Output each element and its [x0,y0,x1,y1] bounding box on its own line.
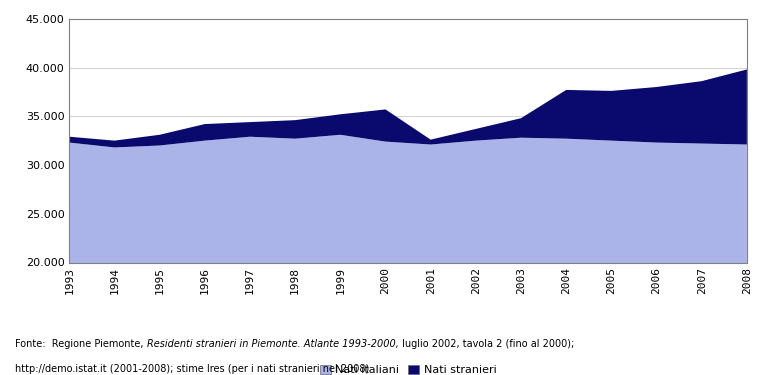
Text: http://demo.istat.it (2001-2008); stime Ires (per i nati stranieri nel 2008): http://demo.istat.it (2001-2008); stime … [15,364,370,374]
Text: Fonte:  Regione Piemonte,: Fonte: Regione Piemonte, [15,339,147,350]
Legend: Nati italiani, Nati stranieri: Nati italiani, Nati stranieri [315,361,501,375]
Text: Residenti stranieri in Piemonte. Atlante 1993-2000,: Residenti stranieri in Piemonte. Atlante… [147,339,399,350]
Text: luglio 2002, tavola 2 (fino al 2000);: luglio 2002, tavola 2 (fino al 2000); [399,339,574,350]
